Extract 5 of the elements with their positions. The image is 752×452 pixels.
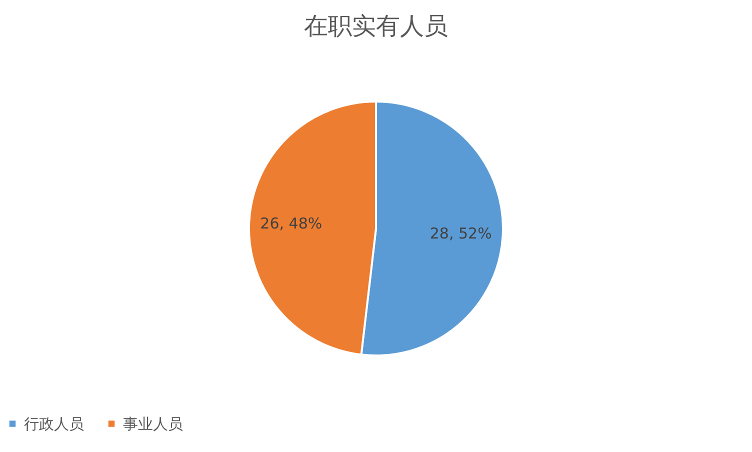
chart-title: 在职实有人员 bbox=[304, 12, 448, 40]
data-label: 26, 48% bbox=[260, 214, 322, 233]
legend-label: 行政人员 bbox=[24, 414, 84, 433]
data-label: 28, 52% bbox=[430, 224, 492, 242]
legend-label: 事业人员 bbox=[123, 414, 183, 433]
